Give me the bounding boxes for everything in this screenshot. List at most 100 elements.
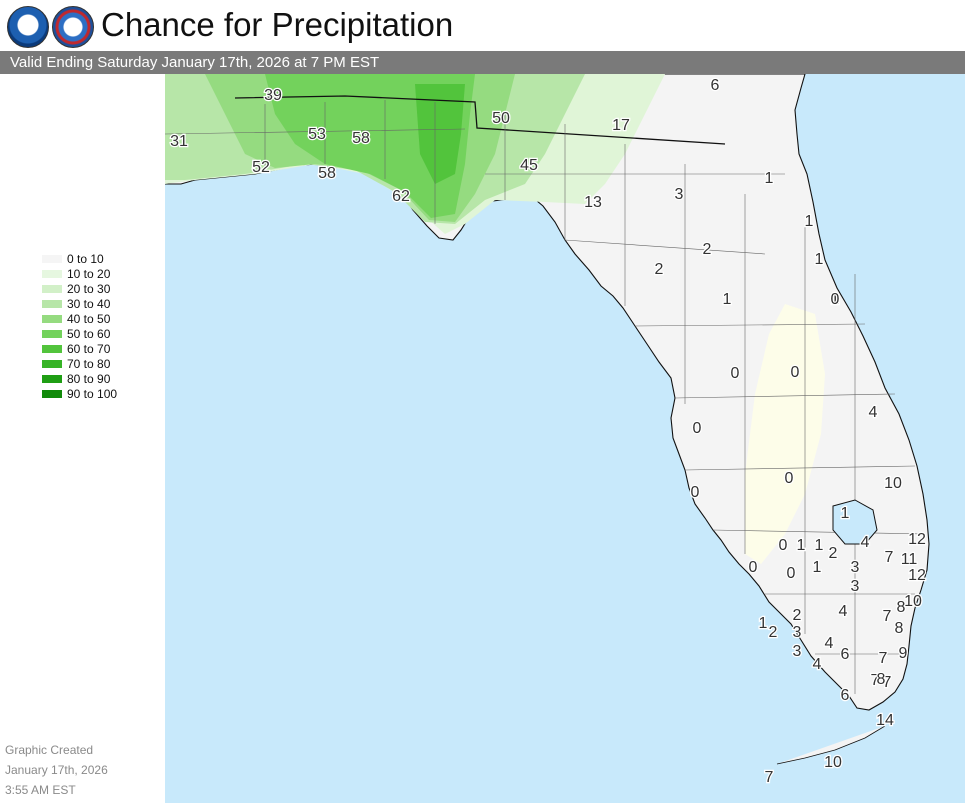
legend-label: 90 to 100 (67, 387, 118, 401)
nws-logo (52, 6, 94, 48)
legend-label: 10 to 20 (67, 267, 111, 281)
precip-value-label: 4 (839, 603, 848, 620)
left-panel (0, 74, 165, 803)
legend-label: 0 to 10 (67, 252, 104, 266)
precip-zone-60-70 (415, 84, 465, 184)
precip-value-label: 7 (765, 769, 774, 786)
legend-label: 70 to 80 (67, 357, 111, 371)
precip-value-label: 39 (264, 87, 282, 104)
legend-swatch (42, 345, 62, 353)
valid-time-bar: Valid Ending Saturday January 17th, 2026… (0, 51, 965, 74)
precip-value-label: 1 (813, 559, 822, 576)
precip-value-label: 7 (879, 650, 888, 667)
precip-value-label: 4 (861, 534, 870, 551)
legend-swatch (42, 360, 62, 368)
precip-value-label: 6 (841, 687, 850, 704)
legend-swatch (42, 300, 62, 308)
precip-value-label: 0 (787, 565, 796, 582)
precip-value-label: 8 (897, 599, 906, 616)
precip-value-label: 7 (871, 672, 880, 689)
precip-value-label: 3 (793, 624, 802, 641)
precip-value-label: 17 (612, 117, 630, 134)
precip-value-label: 3 (851, 578, 860, 595)
precip-value-label: 10 (884, 475, 902, 492)
precip-value-label: 2 (793, 607, 802, 624)
noaa-logo (7, 6, 49, 48)
precip-value-label: 45 (520, 157, 538, 174)
precip-value-label: 2 (829, 545, 838, 562)
precip-value-label: 9 (899, 645, 908, 662)
precip-value-label: 14 (876, 712, 894, 729)
precip-value-label: 7 (883, 674, 892, 691)
precip-value-label: 1 (841, 505, 850, 522)
precip-value-label: 10 (824, 754, 842, 771)
precip-value-label: 0 (791, 364, 800, 381)
precip-value-label: 1 (805, 213, 814, 230)
precip-value-label: 0 (779, 537, 788, 554)
precip-value-label: 1 (815, 537, 824, 554)
precip-value-label: 8 (877, 671, 886, 688)
precip-value-label: 12 (908, 531, 926, 548)
legend-swatch (42, 285, 62, 293)
precip-value-label: 50 (492, 110, 510, 127)
precip-value-label: 53 (308, 126, 326, 143)
legend-swatch (42, 270, 62, 278)
precip-map: 39 6 31 53 58 50 17 52 58 45 1 62 13 3 1 2 2 1 1 0 1 0 0 4 0 0 0 10… (165, 74, 965, 803)
county-lines (165, 100, 926, 694)
precip-value-label: 0 (831, 291, 840, 308)
precip-value-label: 7 (885, 549, 894, 566)
created-line-2: January 17th, 2026 (5, 763, 108, 777)
precip-value-label: 0 (785, 470, 794, 487)
created-timestamp: Graphic Created January 17th, 2026 3:55 … (5, 740, 108, 800)
precip-value-label: 1 (831, 291, 840, 308)
header: Chance for Precipitation (0, 0, 965, 50)
legend-swatch (42, 375, 62, 383)
precip-value-label: 1 (723, 291, 732, 308)
precip-value-label: 7 (883, 608, 892, 625)
florida-keys (776, 725, 886, 765)
precip-value-label: 62 (392, 188, 410, 205)
precip-value-label: 52 (252, 159, 270, 176)
legend-label: 20 to 30 (67, 282, 111, 296)
page-title: Chance for Precipitation (101, 6, 454, 43)
precip-value-label: 6 (711, 77, 720, 94)
precip-value-label: 3 (851, 559, 860, 576)
precip-value-label: 58 (352, 130, 370, 147)
legend-swatch (42, 390, 62, 398)
state-boundary (234, 95, 726, 145)
created-line-3: 3:55 AM EST (5, 783, 76, 797)
precip-value-label: 13 (584, 194, 602, 211)
precip-value-label: 58 (318, 165, 336, 182)
precip-value-label: 2 (703, 241, 712, 258)
legend-label: 50 to 60 (67, 327, 111, 341)
precip-value-label: 8 (895, 620, 904, 637)
legend-label: 30 to 40 (67, 297, 111, 311)
legend-swatch (42, 255, 62, 263)
precip-value-label: 31 (170, 133, 188, 150)
created-line-1: Graphic Created (5, 743, 94, 757)
precip-value-label: 1 (759, 615, 768, 632)
precip-value-label: 3 (675, 186, 684, 203)
precip-value-label: 12 (908, 567, 926, 584)
legend-label: 60 to 70 (67, 342, 111, 356)
precip-value-label: 4 (813, 656, 822, 673)
precip-value-label: 11 (901, 551, 918, 568)
precip-value-label: 3 (793, 643, 802, 660)
valid-time-text: Valid Ending Saturday January 17th, 2026… (10, 54, 380, 71)
precip-value-label: 6 (841, 646, 850, 663)
legend-label: 80 to 90 (67, 372, 111, 386)
precip-value-label: 1 (765, 170, 774, 187)
precip-value-label: 4 (869, 404, 878, 421)
precip-value-label: 2 (769, 624, 778, 641)
precip-value-label: 0 (693, 420, 702, 437)
precip-value-label: 0 (731, 365, 740, 382)
legend-swatch (42, 315, 62, 323)
precip-value-label: 1 (797, 537, 806, 554)
precip-value-label: 10 (904, 593, 922, 610)
legend-label: 40 to 50 (67, 312, 111, 326)
precip-value-label: 0 (691, 484, 700, 501)
precip-value-label: 4 (825, 635, 834, 652)
legend-swatch (42, 330, 62, 338)
